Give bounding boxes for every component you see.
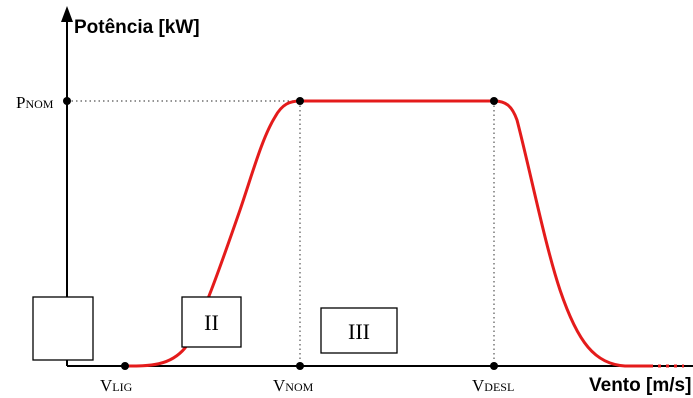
region-box-1 bbox=[32, 296, 94, 361]
x-axis-title: Vento [m/s] bbox=[589, 375, 691, 396]
vlig-label: VLIG bbox=[100, 376, 133, 395]
vnom-curve-point bbox=[296, 97, 304, 105]
y-axis-arrowhead bbox=[61, 6, 73, 22]
vlig-axis-point bbox=[121, 362, 129, 370]
y-axis-title: Potência [kW] bbox=[74, 17, 200, 38]
vdesl-label: VDESL bbox=[472, 376, 514, 395]
region-box-2: II bbox=[181, 296, 242, 348]
region-2-label: II bbox=[204, 310, 219, 335]
vnom-label: VNOM bbox=[273, 376, 314, 395]
pnom-axis-point bbox=[63, 97, 71, 105]
vdesl-axis-point bbox=[490, 362, 498, 370]
vnom-axis-point bbox=[296, 362, 304, 370]
vdesl-curve-point bbox=[490, 97, 498, 105]
pnom-label: PNOM bbox=[16, 93, 54, 112]
region-3-label: III bbox=[348, 319, 370, 344]
region-box-3: III bbox=[320, 307, 398, 354]
